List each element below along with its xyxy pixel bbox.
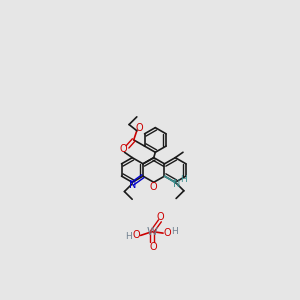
Text: N: N: [129, 180, 137, 190]
Text: H: H: [171, 227, 178, 236]
Text: N: N: [173, 179, 181, 189]
Text: O: O: [164, 228, 172, 238]
Text: O: O: [135, 123, 143, 134]
Text: O: O: [120, 144, 128, 154]
Text: O: O: [157, 212, 164, 222]
Text: H: H: [126, 232, 132, 242]
Text: O: O: [132, 230, 140, 240]
Text: H: H: [181, 176, 187, 184]
Text: O: O: [150, 182, 158, 192]
Text: O: O: [150, 242, 158, 252]
Text: W: W: [147, 226, 158, 237]
